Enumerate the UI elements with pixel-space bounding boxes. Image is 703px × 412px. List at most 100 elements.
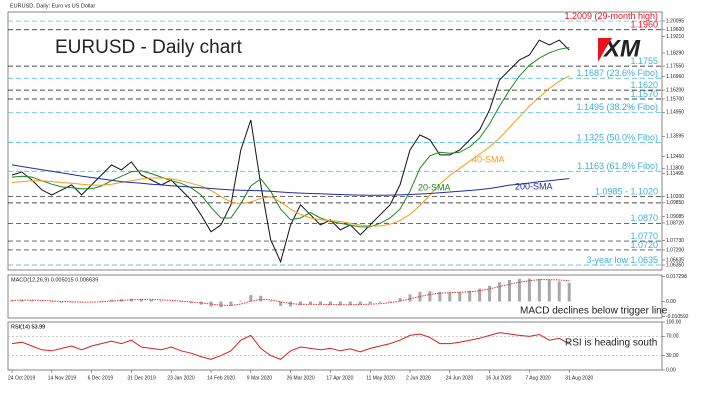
macd-bar bbox=[428, 291, 432, 302]
macd-bar bbox=[119, 299, 123, 302]
level-label: 3-year low 1.0635 bbox=[586, 255, 658, 265]
indicator-line bbox=[11, 279, 570, 307]
chart-title: EURUSD - Daily chart bbox=[55, 37, 243, 58]
level-label: 1.1570 bbox=[630, 89, 658, 99]
y-tick-label: 1.14950 bbox=[666, 110, 684, 116]
macd-bar bbox=[269, 300, 273, 302]
macd-bar bbox=[159, 300, 163, 302]
macd-bar bbox=[547, 280, 551, 302]
macd-bar bbox=[388, 300, 392, 302]
macd-bar bbox=[249, 295, 253, 302]
y-tick-label: -0.010592 bbox=[666, 314, 689, 320]
x-tick-label: 11 May 2020 bbox=[366, 375, 395, 381]
level-label: 1.1620 bbox=[630, 80, 658, 90]
y-tick-label: 1.06635 bbox=[666, 257, 684, 263]
y-tick-label: 1.16960 bbox=[666, 74, 684, 80]
macd-bar bbox=[537, 278, 541, 302]
y-tick-label: 1.10200 bbox=[666, 194, 684, 200]
x-tick-label: 31 Dec 2019 bbox=[127, 375, 156, 381]
macd-bar bbox=[60, 301, 64, 303]
y-tick-label: 1.09085 bbox=[666, 214, 684, 220]
y-tick-label: 1.18290 bbox=[666, 50, 684, 56]
y-tick-label: 0.00 bbox=[666, 299, 676, 305]
price-panel bbox=[7, 11, 663, 271]
y-tick-label: 0.017298 bbox=[666, 274, 687, 280]
macd-bar bbox=[129, 298, 133, 302]
y-tick-label: 1.19210 bbox=[666, 34, 684, 40]
macd-bar bbox=[328, 301, 332, 305]
level-label: 1.1495 (38.2% Fibo) bbox=[576, 102, 658, 112]
annotation: 20-SMA bbox=[418, 182, 451, 192]
x-tick-label: 9 Mar 2020 bbox=[247, 375, 273, 381]
y-tick-label: 1.12460 bbox=[666, 154, 684, 160]
macd-bar bbox=[438, 291, 442, 302]
macd-bar bbox=[139, 298, 143, 302]
macd-bar bbox=[239, 300, 243, 302]
y-tick-label: 1.15700 bbox=[666, 96, 684, 102]
y-tick-label: 1.07730 bbox=[666, 238, 684, 244]
level-label: 1.1960 bbox=[630, 20, 658, 30]
level-label: 1.1687 (23.6% Fibo) bbox=[576, 68, 658, 78]
macd-bar bbox=[567, 282, 571, 302]
macd-bar bbox=[179, 301, 183, 303]
symbol-info: EURUSD, Daily: Euro vs US Dollar bbox=[10, 3, 95, 9]
x-tick-label: 23 Jan 2020 bbox=[167, 375, 195, 381]
macd-bar bbox=[498, 282, 502, 302]
annotation: 200-SMA bbox=[515, 181, 553, 191]
y-tick-label: 1.11800 bbox=[666, 166, 684, 172]
y-tick-label: 1.06350 bbox=[666, 262, 684, 268]
macd-bar bbox=[468, 290, 472, 302]
indicator-line bbox=[11, 332, 570, 360]
x-tick-label: 14 Nov 2019 bbox=[48, 375, 77, 381]
indicator-line bbox=[11, 47, 570, 228]
macd-bar bbox=[199, 301, 203, 305]
macd-bar bbox=[508, 280, 511, 302]
macd-bar bbox=[398, 297, 402, 302]
macd-bar bbox=[517, 278, 521, 302]
macd-bar bbox=[318, 301, 322, 305]
macd-bar bbox=[368, 301, 372, 304]
macd-bar bbox=[448, 292, 452, 302]
macd-bar bbox=[219, 301, 223, 308]
macd-panel bbox=[7, 274, 663, 319]
macd-bar bbox=[259, 295, 263, 302]
indicator-line bbox=[11, 164, 570, 196]
rsi-title: RSI(14) 53.99 bbox=[11, 324, 45, 330]
x-tick-label: 2 Jun 2020 bbox=[406, 375, 431, 381]
level-label: 1.0770 bbox=[630, 231, 658, 241]
macd-bar bbox=[149, 299, 153, 302]
macd-bar bbox=[80, 301, 84, 303]
macd-bar bbox=[309, 301, 312, 305]
y-tick-label: 1.17550 bbox=[666, 63, 684, 69]
y-tick-label: 1.13595 bbox=[666, 134, 684, 140]
y-tick-label: 1.11495 bbox=[666, 171, 684, 177]
macd-bar bbox=[348, 301, 352, 305]
level-label: 1.0985 - 1.1020 bbox=[595, 187, 658, 197]
macd-bar bbox=[110, 299, 113, 302]
x-tick-label: 7 Aug 2020 bbox=[525, 375, 551, 381]
annotation: RSI is heading south bbox=[565, 338, 657, 349]
y-tick-label: 1.16200 bbox=[666, 87, 684, 93]
y-tick-label: 100.00 bbox=[666, 319, 682, 325]
x-tick-label: 26 Mar 2020 bbox=[287, 375, 315, 381]
annotation: 40-SMA bbox=[472, 154, 505, 164]
y-tick-label: 1.09850 bbox=[666, 200, 684, 206]
level-label: 1.2009 (29-month high) bbox=[564, 11, 658, 21]
macd-bar bbox=[70, 301, 74, 303]
macd-bar bbox=[358, 301, 362, 305]
y-tick-label: 0.00 bbox=[666, 367, 676, 373]
level-label: 1.1755 bbox=[630, 56, 658, 66]
x-tick-label: 31 Aug 2020 bbox=[565, 375, 593, 381]
rsi-panel bbox=[7, 321, 663, 371]
y-tick-label: 1.19600 bbox=[666, 27, 684, 33]
y-tick-label: 1.20095 bbox=[666, 18, 684, 24]
macd-bar bbox=[20, 299, 24, 302]
x-tick-label: 16 Jul 2020 bbox=[486, 375, 512, 381]
annotation: MACD declines below trigger line bbox=[520, 306, 668, 317]
x-tick-label: 6 Dec 2019 bbox=[88, 375, 114, 381]
level-label: 1.0870 bbox=[630, 213, 658, 223]
y-tick-label: 30.00 bbox=[666, 353, 679, 359]
y-tick-label: 1.07200 bbox=[666, 247, 684, 253]
